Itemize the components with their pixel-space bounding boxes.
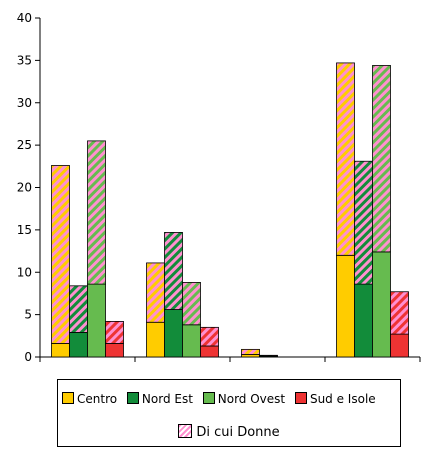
bar-women-hatch bbox=[182, 282, 201, 326]
y-tick-label: 35 bbox=[17, 53, 32, 67]
legend-swatch-sud-e-isole bbox=[294, 392, 307, 404]
bar-base bbox=[390, 333, 409, 358]
bar-women-hatch bbox=[336, 62, 355, 256]
legend-swatch-nord-ovest bbox=[202, 392, 215, 404]
bar-women-hatch bbox=[241, 348, 260, 355]
bar-women-hatch bbox=[354, 160, 373, 285]
legend: Centro Nord Est Nord Ovest Sud e Isole D… bbox=[57, 379, 401, 447]
legend-women-row: Di cui Donne bbox=[58, 424, 400, 440]
legend-swatch-centro bbox=[62, 392, 74, 404]
y-tick-label: 5 bbox=[24, 308, 32, 322]
y-tick-label: 10 bbox=[17, 265, 32, 279]
bar-women-hatch bbox=[390, 291, 409, 335]
y-tick-label: 25 bbox=[17, 138, 32, 152]
bar-base bbox=[372, 251, 391, 358]
bar-women-hatch bbox=[87, 140, 106, 285]
y-tick-label: 20 bbox=[17, 181, 32, 195]
bar-base bbox=[200, 345, 219, 358]
bar-women-hatch bbox=[259, 354, 278, 357]
bar-chart: 0510152025303540ABA /ALRCON/IMPaltri Ist… bbox=[17, 11, 421, 364]
legend-label-women: Di cui Donne bbox=[196, 425, 280, 440]
bar-base bbox=[354, 283, 373, 358]
bar-base bbox=[164, 309, 183, 358]
legend-item-nord-est: Nord Est bbox=[126, 392, 193, 406]
y-tick-label: 0 bbox=[24, 350, 32, 364]
legend-item-centro: Centro bbox=[62, 392, 117, 406]
legend-label-nord-est: Nord Est bbox=[141, 392, 193, 406]
bar-women-hatch bbox=[105, 321, 124, 344]
bar-base bbox=[105, 343, 124, 358]
bar-base bbox=[146, 321, 165, 358]
bar-women-hatch bbox=[200, 326, 219, 347]
bar-women-hatch bbox=[372, 65, 391, 253]
y-tick-label: 40 bbox=[17, 11, 32, 25]
bar-base bbox=[87, 283, 106, 358]
bar-women-hatch bbox=[51, 165, 70, 344]
legend-series-row: Centro Nord Est Nord Ovest Sud e Isole bbox=[62, 392, 376, 406]
bar-women-hatch bbox=[146, 262, 165, 323]
bar-base bbox=[51, 343, 70, 358]
legend-swatch-nord-est bbox=[126, 392, 139, 404]
bar-women-hatch bbox=[164, 232, 183, 310]
y-tick-label: 15 bbox=[17, 223, 32, 237]
legend-item-sud-e-isole: Sud e Isole bbox=[294, 392, 376, 406]
bar-base bbox=[182, 324, 201, 358]
bar-base bbox=[336, 254, 355, 358]
legend-label-centro: Centro bbox=[77, 392, 118, 406]
legend-swatch-women bbox=[178, 424, 193, 438]
bar-women-hatch bbox=[69, 285, 88, 333]
y-tick-label: 30 bbox=[17, 96, 32, 110]
legend-item-nord-ovest: Nord Ovest bbox=[202, 392, 286, 406]
legend-label-sud-e-isole: Sud e Isole bbox=[309, 392, 376, 406]
bar-base bbox=[69, 332, 88, 358]
legend-label-nord-ovest: Nord Ovest bbox=[217, 392, 286, 406]
